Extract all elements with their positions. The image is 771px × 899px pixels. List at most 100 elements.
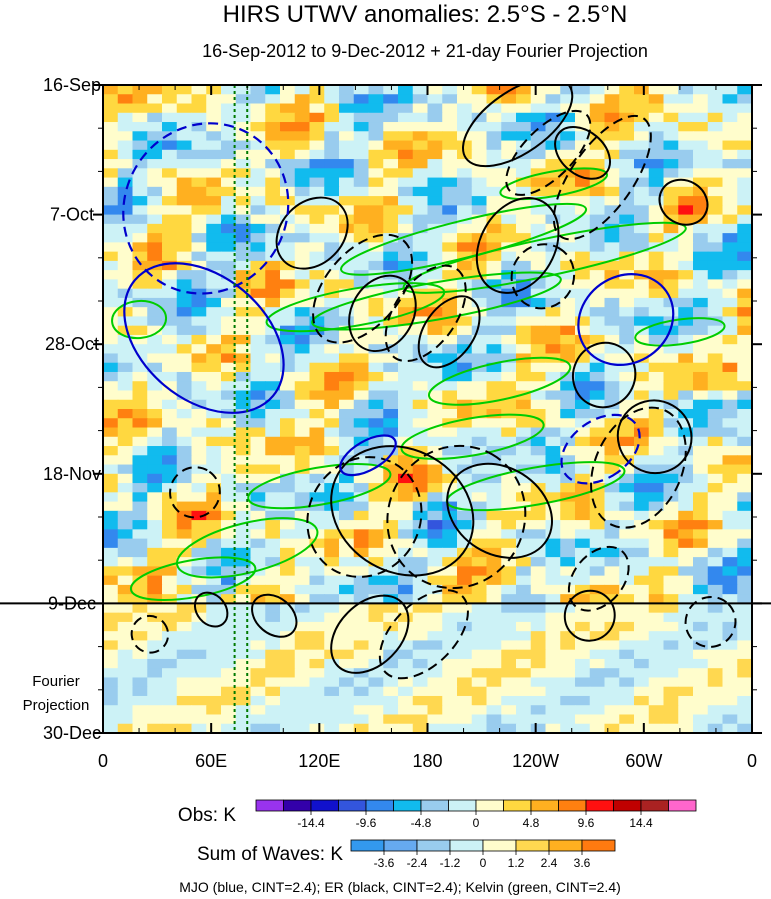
field-cell — [162, 112, 178, 123]
field-cell — [442, 316, 458, 327]
field-cell — [486, 547, 502, 558]
field-cell — [383, 362, 399, 373]
field-cell — [368, 251, 384, 262]
field-cell — [427, 233, 443, 243]
field-cell — [560, 390, 576, 401]
projection-cell — [648, 686, 665, 697]
field-cell — [339, 112, 355, 123]
projection-cell — [575, 677, 591, 688]
projection-cell — [294, 677, 311, 688]
field-cell — [530, 473, 547, 484]
field-cell — [176, 501, 193, 512]
field-cell — [383, 399, 399, 410]
field-cell — [486, 409, 502, 419]
field-cell — [589, 242, 606, 253]
field-cell — [486, 594, 502, 604]
field-cell — [235, 168, 252, 179]
projection-cell — [103, 658, 119, 669]
projection-cell — [147, 631, 163, 642]
field-cell — [427, 186, 443, 197]
field-cell — [693, 223, 709, 234]
projection-cell — [339, 677, 355, 688]
field-cell — [693, 538, 709, 549]
field-cell — [589, 594, 606, 604]
field-cell — [339, 473, 355, 484]
projection-cell — [132, 631, 148, 642]
field-cell — [427, 409, 443, 419]
field-cell — [368, 520, 384, 530]
field-cell — [604, 362, 620, 373]
field-cell — [368, 538, 384, 549]
projection-cell — [383, 649, 399, 660]
field-cell — [619, 242, 635, 253]
projection-cell — [176, 714, 193, 725]
field-cell — [442, 473, 458, 484]
kelvin-contour — [265, 282, 446, 333]
field-cell — [294, 85, 311, 95]
field-cell — [117, 279, 134, 290]
field-cell — [324, 409, 340, 419]
field-cell — [324, 427, 340, 438]
field-cell — [117, 492, 134, 503]
field-cell — [235, 196, 252, 206]
field-cell — [132, 594, 148, 604]
projection-cell — [206, 668, 222, 679]
field-cell — [280, 473, 296, 484]
field-cell — [457, 325, 473, 336]
field-cell — [117, 529, 134, 540]
field-cell — [693, 279, 709, 290]
field-cell — [442, 177, 458, 188]
field-cell — [250, 483, 266, 493]
field-cell — [280, 483, 296, 493]
field-cell — [103, 584, 119, 595]
field-cell — [235, 566, 252, 577]
field-cell — [412, 483, 429, 493]
field-cell — [250, 409, 266, 419]
projection-cell — [265, 714, 281, 725]
projection-cell — [103, 612, 119, 623]
field-cell — [280, 177, 296, 188]
projection-cell — [722, 668, 738, 679]
projection-cell — [132, 677, 148, 688]
projection-cell — [353, 705, 370, 716]
field-cell — [294, 436, 311, 447]
field-cell — [634, 122, 650, 132]
projection-cell — [162, 621, 178, 632]
field-cell — [324, 510, 340, 521]
field-cell — [235, 177, 252, 188]
field-cell — [265, 214, 281, 225]
field-cell — [648, 177, 665, 188]
projection-cell — [589, 631, 606, 642]
field-cell — [589, 334, 606, 345]
field-cell — [427, 279, 443, 290]
field-cell — [530, 557, 547, 567]
projection-cell — [604, 603, 620, 614]
field-cell — [634, 316, 650, 327]
field-cell — [206, 214, 222, 225]
field-cell — [575, 529, 591, 540]
field-cell — [619, 159, 635, 169]
field-cell — [648, 446, 665, 456]
field-cell — [324, 260, 340, 271]
projection-cell — [722, 677, 738, 688]
field-cell — [280, 85, 296, 95]
field-cell — [707, 131, 724, 142]
field-cell — [693, 390, 709, 401]
field-cell — [693, 427, 709, 438]
field-cell — [206, 196, 222, 206]
field-cell — [516, 260, 532, 271]
field-cell — [221, 251, 237, 262]
field-cell — [604, 94, 620, 105]
er-contour — [306, 456, 423, 578]
projection-cell — [545, 621, 561, 632]
field-cell — [560, 103, 576, 114]
field-cell — [471, 594, 488, 604]
field-cell — [707, 140, 724, 151]
field-cell — [530, 455, 547, 466]
field-cell — [412, 584, 429, 595]
field-cell — [693, 177, 709, 188]
field-cell — [501, 334, 517, 345]
field-cell — [280, 214, 296, 225]
field-cell — [206, 233, 222, 243]
field-cell — [722, 464, 738, 475]
